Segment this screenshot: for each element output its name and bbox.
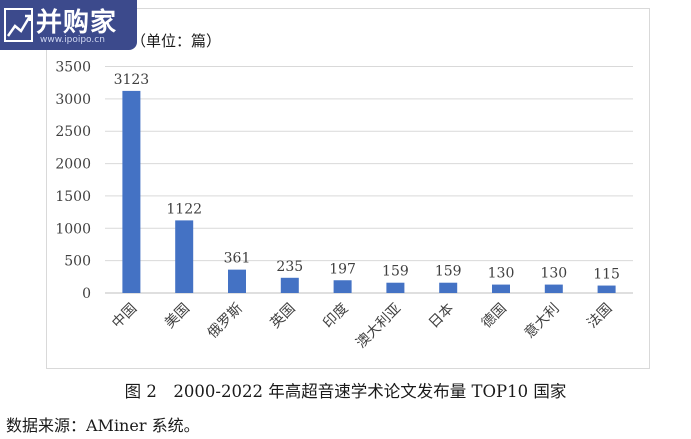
bar xyxy=(228,269,246,293)
data-label: 159 xyxy=(435,264,462,280)
x-tick-label: 印度 xyxy=(320,301,351,332)
y-tick-label: 3000 xyxy=(55,92,91,108)
figure-caption: 图 2 2000-2022 年高超音速学术论文发布量 TOP10 国家 xyxy=(124,382,567,401)
y-tick-label: 2000 xyxy=(55,157,91,173)
data-label: 235 xyxy=(276,259,303,275)
y-axis-ticks: 0 500 1000 1500 2000 2500 3000 3500 xyxy=(55,60,91,303)
bar xyxy=(597,285,616,293)
bar xyxy=(333,280,352,293)
x-tick-label: 英国 xyxy=(267,300,299,332)
unit-label: （单位：篇） xyxy=(131,32,221,50)
watermark-url: www.ipoipo.cn xyxy=(40,35,105,45)
bar xyxy=(175,220,194,293)
bar xyxy=(492,284,510,293)
data-label: 1122 xyxy=(166,201,202,217)
watermark-brand: 并购家 xyxy=(36,8,118,38)
bar xyxy=(439,282,458,293)
y-tick-label: 500 xyxy=(64,254,91,270)
x-tick-label: 中国 xyxy=(109,301,140,332)
data-label: 361 xyxy=(224,251,251,267)
chart-frame: （单位：篇） 0 500 1000 1500 2000 2500 3000 3500 3123… xyxy=(46,8,650,369)
y-tick-label: 1000 xyxy=(55,221,91,237)
data-label: 197 xyxy=(329,261,356,277)
y-tick-label: 2500 xyxy=(55,124,91,140)
bar xyxy=(280,277,299,293)
data-label: 130 xyxy=(488,266,515,282)
bar xyxy=(544,284,563,293)
watermark-logo: 并购家 www.ipoipo.cn xyxy=(0,0,137,50)
bar-chart: （单位：篇） 0 500 1000 1500 2000 2500 3000 3500 3123… xyxy=(55,32,633,352)
x-tick-label: 法国 xyxy=(584,301,615,332)
x-tick-label: 日本 xyxy=(426,301,457,332)
data-label: 3123 xyxy=(114,72,150,88)
data-label: 159 xyxy=(382,264,409,280)
data-label: 130 xyxy=(540,266,567,282)
x-tick-label: 美国 xyxy=(162,301,193,332)
chart-logo-icon xyxy=(4,8,33,42)
bar xyxy=(122,90,141,294)
x-tick-label: 俄罗斯 xyxy=(205,301,246,342)
y-tick-label: 1500 xyxy=(55,189,91,205)
y-tick-label: 3500 xyxy=(55,60,91,76)
data-label: 115 xyxy=(593,267,620,283)
data-source-note: 数据来源：AMiner 系统。 xyxy=(6,416,200,435)
bar xyxy=(386,282,405,293)
x-tick-label: 澳大利亚 xyxy=(353,301,404,352)
x-axis-labels: 中国 美国 俄罗斯 英国 印度 澳大利亚 日本 德国 意大利 法国 xyxy=(109,300,615,352)
value-labels: 3123 1122 361 235 197 159 159 130 130 115 xyxy=(114,72,620,283)
x-tick-label: 意大利 xyxy=(521,300,563,342)
bars xyxy=(122,90,616,294)
x-tick-label: 德国 xyxy=(479,301,510,332)
y-tick-label: 0 xyxy=(82,286,91,302)
